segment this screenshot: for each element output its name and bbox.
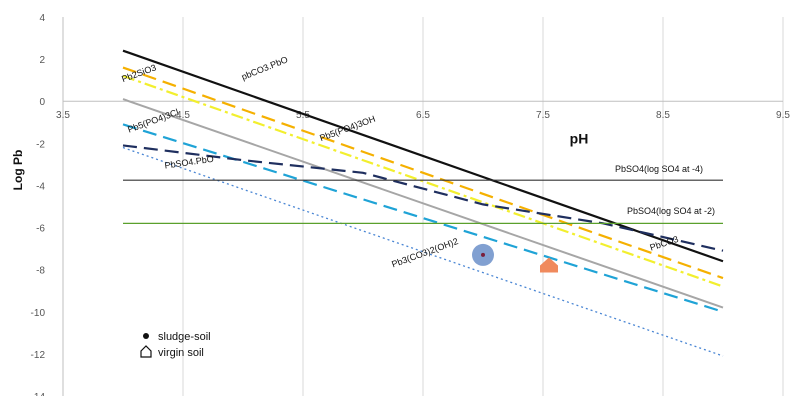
x-tick-label: 5.5 [296,110,310,121]
y-tick-label: -10 [31,308,46,319]
series-label: Pb3(CO3)2(OH)2 [390,236,459,269]
legend-label: virgin soil [158,347,204,359]
y-tick-label: -8 [36,266,45,277]
series-label: PbSO4(log SO4 at -4) [615,164,703,174]
y-tick-label: -14 [31,392,46,396]
x-tick-label: 8.5 [656,110,670,121]
legend-label: sludge-soil [158,331,211,343]
series-label: PbSO4(log SO4 at -2) [627,206,715,216]
legend-sludge-soil-marker [143,333,149,339]
x-tick-label: 9.5 [776,110,790,121]
series-line-1 [122,66,724,280]
x-tick-label: 7.5 [536,110,550,121]
y-tick-label: 0 [39,97,45,108]
y-tick-label: -4 [36,181,45,192]
y-axis-title: Log Pb [11,150,25,191]
series-line-3 [122,98,724,309]
sludge-soil-point-center [481,252,485,257]
series-labels: pbCO3.PbOPb2SiO3Pb5(PO4)3OHPb5(PO4)3ClPb… [120,54,715,269]
series-label: Pb5(PO4)3Cl [126,107,180,135]
y-tick-label: -12 [31,350,46,361]
series-label: Pb5(PO4)3OH [318,114,376,143]
x-tick-label: 6.5 [416,110,430,121]
series-label: PbSO4.PbO [164,154,214,171]
y-tick-label: 2 [39,55,45,66]
series-lines [122,49,724,357]
y-tick-label: 4 [39,13,45,24]
y-tick-label: -2 [36,139,45,150]
x-tick-label: 3.5 [56,110,70,121]
series-line-0 [122,49,724,263]
legend: sludge-soil virgin soil [140,331,211,359]
series-line-5 [122,144,724,252]
series-label: pbCO3.PbO [240,54,289,82]
series-line-6 [122,146,724,357]
y-tick-label: -6 [36,224,45,235]
x-tick-label: 4.5 [176,110,190,121]
sample-points [472,243,558,273]
grid-lines [62,17,784,396]
x-axis-title: pH [570,130,589,146]
legend-virgin-soil-marker [140,345,152,358]
axes: 4 2 0 -2 -4 -6 -8 -10 -12 -14 3.5 4.5 5.5 6.5 7.5 8.5 9.… [31,13,790,396]
series-line-2 [122,74,724,288]
virgin-soil-point [540,257,558,273]
